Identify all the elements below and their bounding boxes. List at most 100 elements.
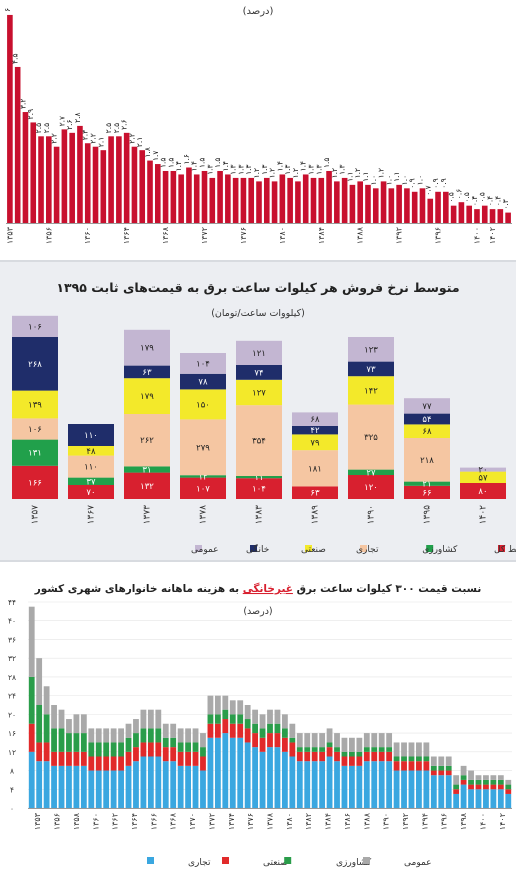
data-label: ۱.۰ xyxy=(369,175,378,185)
segment-تجاری xyxy=(147,756,154,808)
bar xyxy=(178,174,184,223)
y-tick-label: ۱۶ xyxy=(8,729,16,738)
segment-تجاری xyxy=(326,756,333,808)
segment-عمومی xyxy=(103,728,110,743)
segment-تجاری xyxy=(252,747,259,808)
segment-label: ۷۴ xyxy=(254,368,263,378)
segment-عمومی xyxy=(292,412,338,426)
data-label: ۲.۵ xyxy=(104,123,113,133)
segment-صنعتی xyxy=(51,751,57,766)
legend-swatch xyxy=(195,545,202,552)
bar xyxy=(123,132,130,223)
segment-تجاری xyxy=(378,761,385,808)
segment-صنعتی xyxy=(326,747,333,757)
segment-صنعتی xyxy=(192,751,199,766)
segment-صنعتی xyxy=(505,789,512,794)
segment-عمومی xyxy=(237,700,244,715)
bar xyxy=(497,209,504,223)
bar xyxy=(46,136,52,223)
segment-صنعتی xyxy=(438,770,445,776)
segment-تجاری xyxy=(304,761,311,808)
segment-کشاورزی xyxy=(363,747,370,752)
x-tick-label: ۱۳۹۸ xyxy=(459,812,468,830)
segment-عمومی xyxy=(304,733,311,748)
segment-کشاورزی xyxy=(12,439,58,466)
segment-عمومی xyxy=(95,728,102,743)
segment-عمومی xyxy=(12,315,58,337)
data-label: ۲.۶ xyxy=(65,119,74,129)
segment-تجاری xyxy=(445,775,452,808)
segment-label: ۱۱۰ xyxy=(84,463,98,473)
segment-label: ۱۱۰ xyxy=(84,431,98,441)
segment-صنعتی xyxy=(468,784,474,790)
bar xyxy=(53,146,60,223)
segment-کشاورزی xyxy=(267,723,273,734)
segment-label: ۷۰ xyxy=(86,488,95,498)
segment-عمومی xyxy=(378,733,385,748)
bar xyxy=(108,136,114,223)
x-tick-label: ۱۳۸۸ xyxy=(356,226,365,244)
segment-تجاری xyxy=(170,761,177,808)
bar xyxy=(310,177,317,223)
segment-تجاری xyxy=(460,784,467,808)
segment-صنعتی xyxy=(12,390,58,419)
bar xyxy=(279,174,286,223)
x-tick-label: ۱۴۰۰ xyxy=(478,813,487,830)
segment-تجاری xyxy=(438,775,445,808)
segment-عمومی xyxy=(180,353,226,374)
bar xyxy=(365,184,371,223)
data-label: ۱.۵ xyxy=(213,158,222,168)
data-label: ۰.۷ xyxy=(423,185,432,195)
segment-کشاورزی xyxy=(401,756,407,762)
segment-تجاری xyxy=(80,765,87,808)
segment-صنعتی xyxy=(356,756,363,766)
segment-عمومی xyxy=(505,779,512,785)
segment-label: ۵۷ xyxy=(478,473,488,483)
segment-تجاری xyxy=(177,765,184,808)
data-label: ۲.۸ xyxy=(73,112,82,122)
segment-عمومی xyxy=(319,733,326,748)
segment-صنعتی xyxy=(292,434,338,451)
bar xyxy=(271,181,278,223)
segment-کشاورزی xyxy=(475,779,482,785)
segment-خانگی xyxy=(124,365,170,379)
segment-عمومی xyxy=(348,337,394,362)
x-tick-label: ۱۳۶۶ xyxy=(149,813,158,830)
segment-کشاورزی xyxy=(207,714,214,724)
segment-label: ۱۳۹ xyxy=(28,401,42,411)
x-tick-label: ۱۳۶۸ xyxy=(169,812,178,830)
segment-label: ۲۱ xyxy=(422,480,431,490)
segment-تجاری xyxy=(404,438,450,482)
segment-تجاری xyxy=(267,747,273,808)
segment-صنعتی xyxy=(483,784,489,790)
segment-کشاورزی xyxy=(66,733,72,752)
segment-label: ۲۰ xyxy=(478,466,487,476)
legend-swatch xyxy=(363,857,370,864)
segment-label: ۱۴۲ xyxy=(364,386,378,396)
segment-کشاورزی xyxy=(423,756,430,762)
segment-label: ۶۸ xyxy=(310,415,320,425)
data-label: ۱.۳ xyxy=(306,164,315,174)
title-highlight: غیرخانگی xyxy=(243,582,293,595)
legend-swatch xyxy=(147,857,154,864)
segment-متوسط کل xyxy=(12,465,58,499)
segment-label: ۷۹ xyxy=(310,438,320,448)
segment-کشاورزی xyxy=(73,733,80,752)
segment-کشاورزی xyxy=(304,747,311,752)
data-label: ۲.۲ xyxy=(89,133,98,143)
x-tick-label: ۱۴۰۲ xyxy=(488,227,497,244)
segment-عمومی xyxy=(326,728,333,743)
segment-صنعتی xyxy=(445,770,452,776)
segment-تجاری xyxy=(356,765,363,808)
bar xyxy=(388,188,395,223)
segment-کشاورزی xyxy=(468,779,474,785)
data-label: ۱.۳ xyxy=(314,164,323,174)
segment-صنعتی xyxy=(162,747,169,762)
segment-تجاری xyxy=(490,789,497,808)
segment-عمومی xyxy=(349,737,355,752)
segment-کشاورزی xyxy=(133,733,139,748)
data-label: ۱.۳ xyxy=(283,164,292,174)
bar xyxy=(427,198,434,223)
segment-label: ۱۸۱ xyxy=(308,464,322,474)
segment-صنعتی xyxy=(404,424,450,438)
